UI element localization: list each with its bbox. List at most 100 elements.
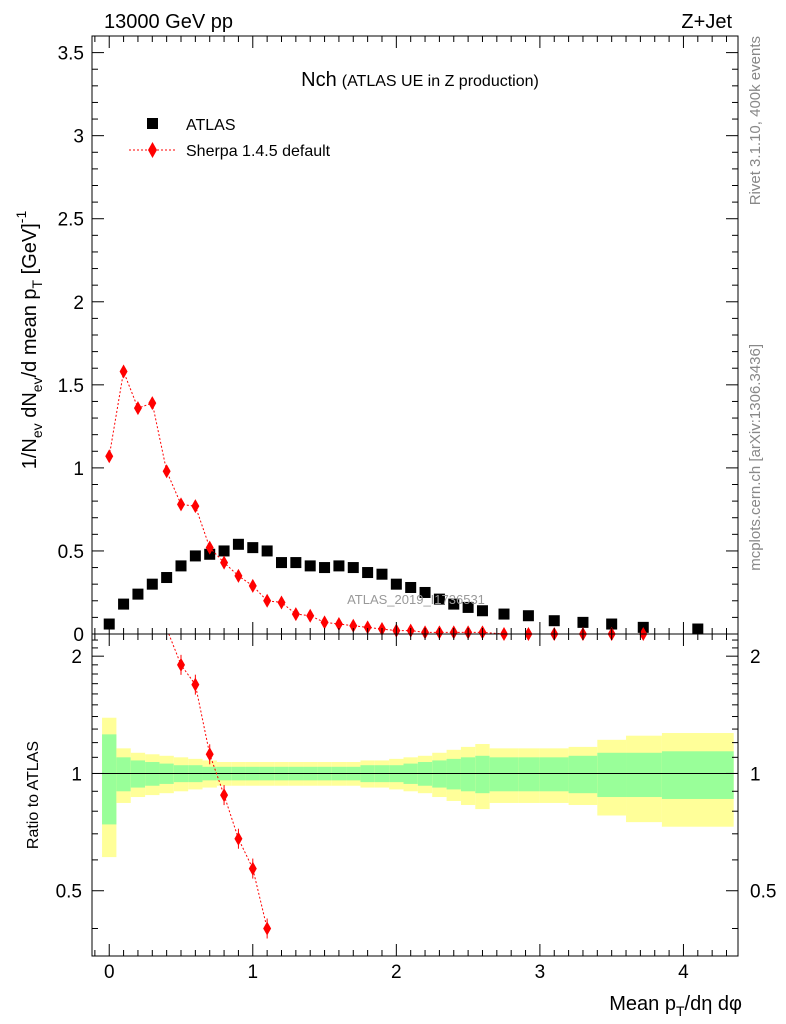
atlas-point <box>218 545 230 557</box>
atlas-point <box>304 560 316 572</box>
uncertainty-bands <box>102 717 734 858</box>
ratio-sherpa-point <box>191 677 200 692</box>
atlas-point <box>405 581 417 593</box>
ratio-y-tick-label: 2 <box>71 647 82 668</box>
inner-band-segment <box>489 757 519 792</box>
atlas-point <box>606 618 618 630</box>
atlas-point <box>362 567 374 579</box>
atlas-point <box>232 538 244 550</box>
ratio-y-tick-label: 0.5 <box>56 882 82 903</box>
ratio-sherpa-point <box>234 831 243 846</box>
x-tick-label: 2 <box>391 962 402 983</box>
atlas-point <box>333 560 345 572</box>
ratio-y-tick-label-right: 0.5 <box>750 882 776 903</box>
analysis-watermark: ATLAS_2019_I1736531 <box>347 592 485 607</box>
legend-label-sherpa: Sherpa 1.4.5 default <box>186 143 331 160</box>
atlas-point <box>261 545 273 557</box>
inner-band-segment <box>661 751 734 799</box>
sherpa-point <box>349 618 358 633</box>
inner-band-segment <box>568 755 598 794</box>
x-tick-label: 4 <box>678 962 689 983</box>
main-y-tick-label: 3.5 <box>58 44 84 65</box>
sherpa-point <box>162 464 171 479</box>
atlas-point <box>448 598 460 610</box>
atlas-point <box>522 610 534 622</box>
legend-label-atlas: ATLAS <box>186 117 236 134</box>
sherpa-point <box>177 497 186 512</box>
atlas-point <box>175 560 187 572</box>
sherpa-point <box>105 449 114 464</box>
atlas-point <box>347 562 359 574</box>
atlas-point <box>476 605 488 617</box>
ratio-y-axis-label: Ratio to ATLAS <box>25 741 42 849</box>
inner-band-segment <box>539 757 569 792</box>
ratio-panel: 0.5 0.5 1 1 2 2 0 1 2 3 4 Ratio to ATLAS Mean pT/d… <box>25 633 776 1019</box>
atlas-point <box>462 601 474 613</box>
atlas-point <box>376 568 388 580</box>
inner-band-segment <box>597 752 627 798</box>
ratio-sherpa-point <box>220 788 229 803</box>
x-tick-label: 1 <box>247 962 258 983</box>
main-y-tick-label: 0.5 <box>58 542 84 563</box>
main-y-tick-label: 3 <box>73 127 84 148</box>
atlas-point <box>161 572 173 584</box>
sherpa-point <box>234 568 243 583</box>
ratio-y-tick-label-right: 1 <box>750 764 761 785</box>
ratio-y-tick-label-right: 2 <box>750 647 761 668</box>
sherpa-point <box>263 593 272 608</box>
atlas-point <box>419 586 431 598</box>
plot-title: Nch (ATLAS UE in Z production) <box>301 69 539 91</box>
main-panel: 0 0.5 1 1.5 2 2.5 3 3.5 Nch (ATLAS UE in Z produ… <box>13 35 739 646</box>
legend-marker-atlas <box>147 118 158 129</box>
main-y-tick-label: 0 <box>73 625 84 646</box>
x-tick-label: 0 <box>104 962 115 983</box>
sherpa-point <box>119 364 128 379</box>
ratio-axis-ticks: 0.5 0.5 1 1 2 2 0 1 2 3 4 <box>56 634 776 983</box>
sherpa-point <box>133 401 142 416</box>
sherpa-point <box>220 555 229 570</box>
atlas-point <box>247 542 259 554</box>
rivet-label: Rivet 3.1.10, 400k events <box>747 36 764 205</box>
mcplots-label: mcplots.cern.ch [arXiv:1306.3436] <box>747 344 764 571</box>
ratio-sherpa-point <box>263 921 272 936</box>
atlas-point <box>577 616 589 628</box>
ratio-sherpa-line <box>168 633 268 929</box>
ratio-sherpa-point <box>205 747 214 762</box>
sherpa-point <box>205 540 214 555</box>
main-y-tick-label: 1.5 <box>58 376 84 397</box>
inner-band-segment <box>446 758 461 790</box>
ratio-sherpa-point <box>177 657 186 672</box>
sherpa-point <box>306 608 315 623</box>
x-tick-label: 3 <box>535 962 546 983</box>
atlas-point <box>118 598 130 610</box>
main-y-tick-label: 2.5 <box>58 210 84 231</box>
main-y-tick-label: 1 <box>73 459 84 480</box>
ratio-frame <box>91 633 739 957</box>
energy-label: 13000 GeV pp <box>104 11 233 33</box>
inner-band-segment <box>116 757 131 792</box>
inner-band-segment <box>432 760 447 788</box>
ratio-sherpa-point <box>248 861 257 876</box>
inner-band-segment <box>460 757 476 792</box>
sherpa-point <box>191 499 200 514</box>
inner-band-segment <box>130 760 146 788</box>
inner-band-segment <box>475 755 490 794</box>
y-axis-label: 1/Nev dNev/d mean pT [GeV]-1 <box>13 211 45 470</box>
sherpa-point <box>148 396 157 411</box>
atlas-point <box>498 608 510 620</box>
process-label: Z+Jet <box>681 11 732 33</box>
main-y-tick-label: 2 <box>73 293 84 314</box>
sherpa-point <box>334 617 343 632</box>
sherpa-point <box>291 607 300 622</box>
atlas-point <box>132 588 144 600</box>
sherpa-point <box>363 620 372 635</box>
atlas-point <box>146 578 158 590</box>
legend: ATLAS Sherpa 1.4.5 default <box>129 117 331 160</box>
sherpa-point <box>248 578 257 593</box>
sherpa-point <box>277 595 286 610</box>
inner-band-segment <box>102 734 117 825</box>
atlas-point <box>390 578 402 590</box>
sherpa-point <box>320 615 329 630</box>
ratio-plot-marks <box>168 633 272 939</box>
